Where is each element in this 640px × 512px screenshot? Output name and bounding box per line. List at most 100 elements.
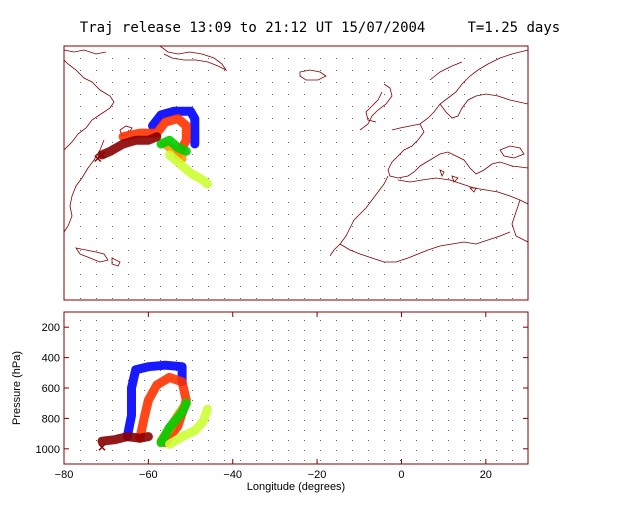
pressure-grid-dot xyxy=(288,420,289,421)
map-grid-dot xyxy=(288,154,289,155)
map-grid-dot xyxy=(192,238,193,239)
map-grid-dot xyxy=(272,178,273,179)
x-tick-label: −20 xyxy=(308,469,327,481)
map-grid-dot xyxy=(368,154,369,155)
map-grid-dot xyxy=(208,226,209,227)
map-grid-dot xyxy=(416,190,417,191)
map-grid-dot xyxy=(160,94,161,95)
coast-europe xyxy=(359,49,528,179)
pressure-grid-dot xyxy=(336,450,337,451)
map-grid-dot xyxy=(160,70,161,71)
map-grid-dot xyxy=(144,82,145,83)
map-grid-dot xyxy=(224,142,225,143)
map-grid-dot xyxy=(336,202,337,203)
pressure-grid-dot xyxy=(464,370,465,371)
map-grid-dot xyxy=(224,94,225,95)
map-grid-dot xyxy=(112,202,113,203)
map-grid-dot xyxy=(80,58,81,59)
pressure-grid-dot xyxy=(480,320,481,321)
pressure-grid-dot xyxy=(496,390,497,391)
map-grid-dot xyxy=(368,142,369,143)
map-grid-dot xyxy=(240,214,241,215)
map-grid-dot xyxy=(448,226,449,227)
map-grid-dot xyxy=(368,178,369,179)
map-grid-dot xyxy=(112,262,113,263)
pressure-grid-dot xyxy=(400,410,401,411)
map-grid-dot xyxy=(368,286,369,287)
coast-med-islands xyxy=(439,169,477,193)
pressure-grid-dot xyxy=(208,390,209,391)
map-grid-dot xyxy=(256,214,257,215)
map-grid-dot xyxy=(352,118,353,119)
map-grid-dot xyxy=(288,82,289,83)
pressure-grid-dot xyxy=(432,400,433,401)
map-grid-dot xyxy=(384,262,385,263)
map-grid-dot xyxy=(496,106,497,107)
map-grid-dot xyxy=(80,250,81,251)
map-grid-dot xyxy=(128,238,129,239)
pressure-grid-dot xyxy=(400,430,401,431)
pressure-grid-dot xyxy=(272,450,273,451)
map-grid-dot xyxy=(368,226,369,227)
map-grid-dot xyxy=(112,118,113,119)
map-grid-dot xyxy=(96,58,97,59)
pressure-grid-dot xyxy=(464,450,465,451)
map-grid-dot xyxy=(432,106,433,107)
pressure-grid-dot xyxy=(160,330,161,331)
map-grid-dot xyxy=(384,94,385,95)
pressure-grid-dot xyxy=(192,320,193,321)
map-grid-dot xyxy=(224,214,225,215)
map-grid-dot xyxy=(464,58,465,59)
map-grid-dot xyxy=(176,178,177,179)
map-grid-dot xyxy=(144,106,145,107)
map-grid-dot xyxy=(368,94,369,95)
map-grid-dot xyxy=(96,166,97,167)
pressure-grid-dot xyxy=(320,370,321,371)
map-grid-dot xyxy=(432,190,433,191)
pressure-grid-dot xyxy=(400,340,401,341)
map-grid-dot xyxy=(448,214,449,215)
map-grid-dot xyxy=(112,238,113,239)
pressure-grid-dot xyxy=(144,330,145,331)
pressure-grid-dot xyxy=(144,320,145,321)
map-grid-dot xyxy=(368,202,369,203)
map-grid-dot xyxy=(320,178,321,179)
pressure-grid-dot xyxy=(384,450,385,451)
map-grid-dot xyxy=(320,202,321,203)
pressure-grid-dot xyxy=(240,360,241,361)
pressure-grid-dot xyxy=(96,360,97,361)
pressure-grid-dot xyxy=(416,340,417,341)
pressure-grid-dot xyxy=(336,350,337,351)
map-grid-dot xyxy=(144,298,145,299)
map-grid-dot xyxy=(112,142,113,143)
map-grid-dot xyxy=(512,154,513,155)
map-grid-dot xyxy=(432,250,433,251)
pressure-grid-dot xyxy=(208,360,209,361)
pressure-grid-dot xyxy=(256,330,257,331)
pressure-trajectories xyxy=(97,360,212,451)
pressure-grid-dot xyxy=(224,350,225,351)
pressure-grid-dot xyxy=(160,360,161,361)
map-grid-dot xyxy=(96,130,97,131)
map-grid-dot xyxy=(464,214,465,215)
map-trajectory-series-4 xyxy=(165,150,212,189)
map-grid-dot xyxy=(240,298,241,299)
map-grid-dot xyxy=(224,166,225,167)
map-grid-dot xyxy=(224,238,225,239)
map-grid-dot xyxy=(80,238,81,239)
y-tick-label: 1000 xyxy=(36,444,60,456)
map-grid-dot xyxy=(496,82,497,83)
map-grid-dot xyxy=(336,226,337,227)
map-grid-dot xyxy=(320,214,321,215)
map-grid-dot xyxy=(288,142,289,143)
pressure-grid-dot xyxy=(96,420,97,421)
map-grid-dot xyxy=(96,226,97,227)
pressure-grid-dot xyxy=(464,390,465,391)
coastlines xyxy=(64,46,528,267)
map-grid-dot xyxy=(240,262,241,263)
map-grid-dot xyxy=(128,190,129,191)
pressure-grid-dot xyxy=(352,390,353,391)
map-grid-dot xyxy=(160,214,161,215)
map-grid-dot xyxy=(336,70,337,71)
